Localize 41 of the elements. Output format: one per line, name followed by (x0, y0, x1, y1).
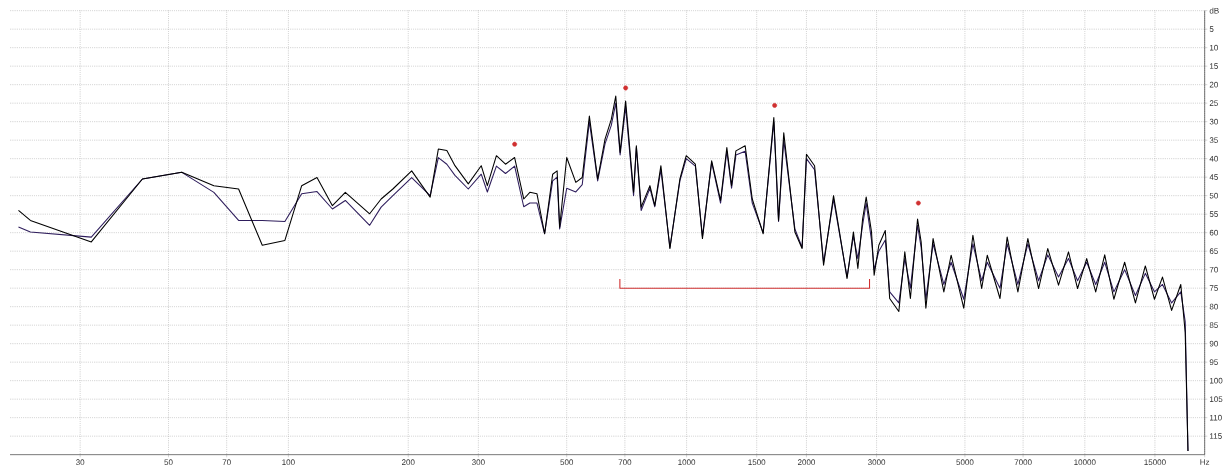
y-tick-label: 105 (1209, 396, 1223, 402)
x-tick-label: 1500 (748, 459, 766, 466)
x-tick-label: 3000 (868, 459, 886, 466)
x-tick-label: 70 (222, 459, 231, 466)
x-tick-label: 200 (401, 459, 415, 466)
y-tick-label: 95 (1209, 359, 1218, 365)
x-tick-label: 50 (164, 459, 173, 466)
x-tick-label: 5000 (956, 459, 974, 466)
x-tick-label: 1000 (678, 459, 696, 466)
y-tick-label: 15 (1209, 63, 1218, 69)
y-tick-label: 50 (1209, 192, 1218, 199)
x-tick-label: 700 (618, 459, 632, 466)
y-tick-label: 5 (1209, 26, 1214, 32)
y-tick-label: 110 (1209, 414, 1222, 421)
x-tick-label: Hz (1200, 459, 1210, 465)
y-tick-label: 10 (1209, 44, 1218, 51)
x-tick-label: 500 (560, 459, 574, 466)
y-tick-label: 65 (1209, 248, 1218, 254)
x-tick-label: 30 (76, 459, 85, 466)
y-tick-label: 75 (1209, 285, 1218, 291)
y-tick-label: 115 (1209, 433, 1222, 439)
y-tick-label: 85 (1209, 322, 1218, 328)
x-tick-label: 2000 (797, 459, 816, 466)
x-tick-label: 100 (282, 459, 295, 466)
x-tick-label: 10000 (1074, 459, 1096, 466)
y-tick-label: 70 (1209, 266, 1218, 273)
y-tick-label: 25 (1209, 100, 1218, 106)
y-tick-label: 35 (1209, 137, 1218, 143)
y-tick-label: 100 (1209, 377, 1223, 384)
y-tick-label: dB (1209, 7, 1219, 14)
x-tick-label: 7000 (1014, 459, 1032, 466)
y-tick-label: 90 (1209, 340, 1218, 347)
x-tick-label: 15000 (1144, 459, 1166, 466)
y-tick-label: 30 (1209, 118, 1218, 125)
x-tick-label: 300 (472, 459, 485, 466)
y-tick-label: 45 (1209, 174, 1218, 180)
y-tick-label: 20 (1209, 81, 1218, 88)
y-tick-label: 40 (1209, 155, 1218, 162)
y-tick-label: 60 (1209, 229, 1218, 236)
y-tick-label: 55 (1209, 211, 1218, 217)
y-tick-label: 80 (1209, 303, 1218, 310)
